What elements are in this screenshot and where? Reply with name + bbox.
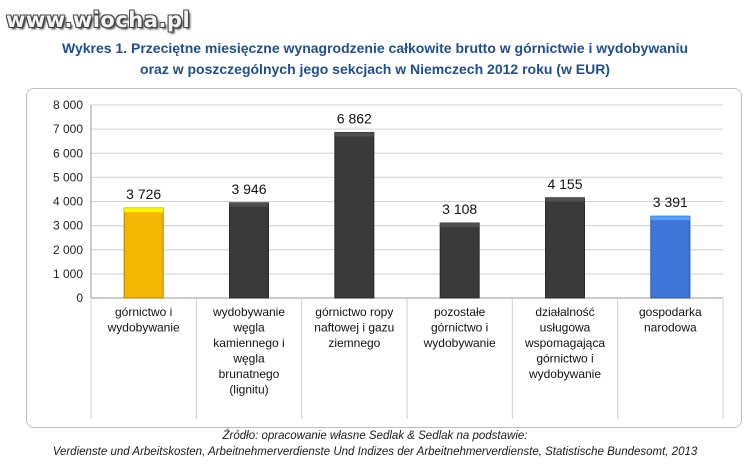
watermark-logo: www.wiocha.pl [6,8,191,32]
bar [439,222,480,299]
chart-frame: 0 1 000 2 000 3 000 4 000 5 000 6 000 7 000 8 00… [26,88,742,428]
y-tick-label: 1 000 [53,267,83,281]
source-line2: Verdienste und Arbeitskosten, Arbeitnehm… [52,446,698,458]
y-tick-label: 7 000 [53,122,83,136]
bar [545,197,585,299]
chart-title: Wykres 1. Przeciętne miesięczne wynagrod… [0,38,750,80]
y-tick-label: 0 [76,291,83,305]
bar [229,202,269,299]
bar-top-highlight [229,202,269,207]
source-note: Źródło: opracowanie własne Sedlak & Sedl… [0,428,750,460]
data-label: 6 862 [337,110,372,126]
bar [650,215,691,299]
data-label: 3 726 [126,186,161,202]
source-line1: Źródło: opracowanie własne Sedlak & Sedl… [222,430,528,442]
data-label: 3 946 [231,181,266,197]
x-tick-label: wydobywanie węgla kamiennego i węgla brunatn… [212,305,285,397]
data-label: 3 391 [653,194,688,210]
y-tick-label: 3 000 [53,219,83,233]
y-tick-label: 5 000 [53,170,83,184]
x-tick-label: gospodarka narodowa [639,305,702,335]
y-tick-label: 2 000 [53,243,83,257]
bar [123,207,164,299]
data-label: 4 155 [547,176,582,192]
bar-top-highlight [650,216,690,221]
bar [334,131,375,299]
y-tick-label: 4 000 [53,195,83,209]
y-tick-label: 6 000 [53,146,83,160]
bar-top-highlight [440,223,480,228]
data-label: 3 108 [442,201,477,217]
bar-top-highlight [545,197,585,202]
x-tick-label: działalność usługowa wspomagająca górnictwo… [524,305,605,381]
x-tick-label: górnictwo ropy naftowej i gazu ziemnego [314,305,394,350]
x-tick-label: górnictwo i wydobywanie [107,305,180,335]
bar-top-highlight [124,208,164,213]
y-tick-label: 8 000 [53,98,83,112]
bar-chart: 0 1 000 2 000 3 000 4 000 5 000 6 000 7 000 8 00… [53,98,724,419]
x-tick-label: pozostałe górnictwo i wydobywanie [423,305,496,350]
chart-title-line1: Wykres 1. Przeciętne miesięczne wynagrod… [61,40,689,56]
bar-top-highlight [334,132,374,137]
chart-subtitle: oraz w poszczególnych jego sekcjach w Ni… [140,61,610,77]
